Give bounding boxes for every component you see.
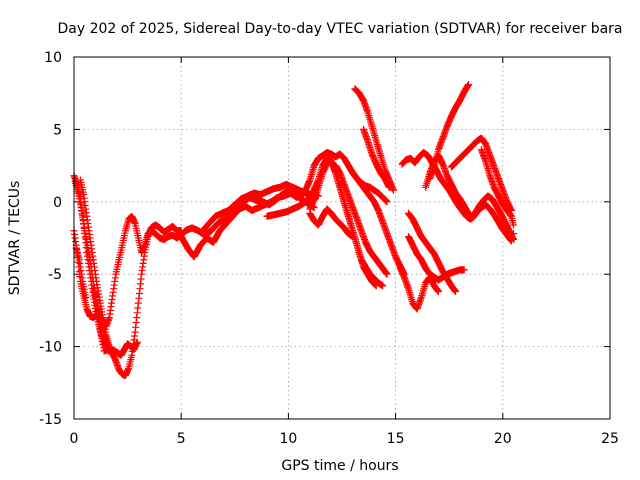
series-trace-e <box>72 244 90 301</box>
data-points <box>70 81 518 380</box>
y-tick-label: -15 <box>39 412 62 428</box>
data-point <box>383 270 391 278</box>
series-trace-s <box>404 209 460 296</box>
data-point <box>510 230 518 238</box>
plot-frame <box>73 56 611 420</box>
series-trace-p <box>359 125 393 191</box>
x-tick-label: 5 <box>177 431 186 447</box>
series-trace-g <box>177 189 301 261</box>
y-axis-label: SDTVAR / TECUs <box>7 181 23 296</box>
grid-lines <box>74 57 610 419</box>
series-trace-l <box>306 205 357 241</box>
x-tick-label: 10 <box>279 431 297 447</box>
y-tick-label: 10 <box>44 50 62 66</box>
data-point <box>460 266 468 274</box>
data-point <box>385 183 393 191</box>
data-point <box>507 237 515 245</box>
series-trace-m <box>332 162 391 278</box>
chart-title: Day 202 of 2025, Sidereal Day-to-day VTE… <box>57 21 622 37</box>
data-point <box>383 198 391 206</box>
data-point <box>379 282 387 290</box>
x-tick-label: 0 <box>70 431 79 447</box>
x-axis-label: GPS time / hours <box>281 458 398 474</box>
data-point <box>372 282 380 290</box>
data-point <box>106 347 114 355</box>
series-trace-f <box>89 285 114 355</box>
y-tick-label: -5 <box>48 267 62 283</box>
x-tick-label: 15 <box>387 431 405 447</box>
series-trace-q <box>396 263 442 313</box>
data-point <box>389 186 397 194</box>
x-tick-label: 20 <box>494 431 512 447</box>
axis-ticks: 0 5 10 15 20 25 -15 -10 -5 0 5 10 <box>39 50 619 447</box>
series-trace-v <box>426 81 472 183</box>
data-point <box>434 288 442 296</box>
y-tick-label: -10 <box>39 340 62 356</box>
y-tick-label: 5 <box>53 122 62 138</box>
series-trace-x <box>477 146 518 238</box>
series-trace-w <box>447 134 515 214</box>
data-point <box>349 233 357 241</box>
x-tick-label: 25 <box>601 431 619 447</box>
y-tick-label: 0 <box>53 195 62 211</box>
data-point <box>82 293 90 301</box>
data-point <box>464 81 472 89</box>
data-point <box>510 221 518 229</box>
data-point <box>452 288 460 296</box>
